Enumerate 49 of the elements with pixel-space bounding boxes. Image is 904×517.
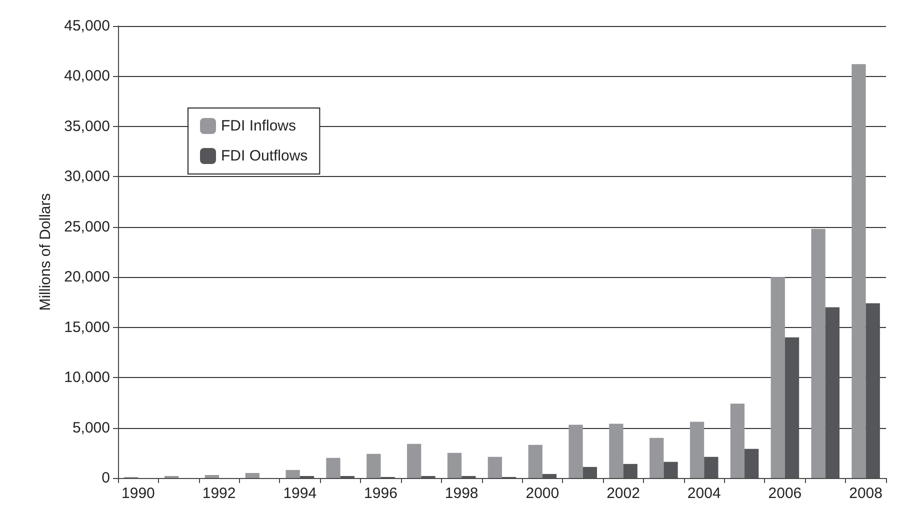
bar [852,64,866,478]
bar [704,456,718,478]
bar [664,462,678,478]
legend-label: FDI Inflows [221,118,296,134]
y-tick-label: 15,000 [64,318,110,336]
bar [609,424,624,478]
y-tick-label: 30,000 [64,168,110,186]
bar [407,444,422,478]
bar [204,474,220,478]
bar [623,464,638,478]
bar [730,404,745,478]
x-tick-label: 1990 [122,485,155,502]
x-tick-label: 2002 [606,485,640,502]
y-tick-label: 40,000 [64,68,110,85]
bar [488,456,502,478]
x-tick-label: 2000 [526,485,560,502]
bar [528,444,542,478]
bar [744,448,759,478]
y-tick-label: 25,000 [64,218,110,236]
y-tick-label: 5,000 [72,419,110,436]
bar [690,422,704,478]
bar [784,337,800,478]
bar [447,452,462,478]
bar [770,277,785,478]
x-tick-label: 1994 [283,485,317,502]
y-tick-label: 10,000 [64,369,110,386]
y-tick-label: 20,000 [64,268,110,286]
bar [366,454,381,478]
bar [568,424,583,478]
y-tick-label: 35,000 [64,118,110,135]
x-tick-label: 2008 [849,485,882,502]
bar [866,303,880,478]
x-tick-label: 1996 [364,485,398,502]
bar [582,466,597,478]
y-tick-label: 0 [102,470,110,486]
x-tick-label: 1992 [202,485,236,502]
x-tick-label: 2004 [687,485,721,502]
bar [286,470,300,478]
bar [811,228,826,478]
y-tick-label: 45,000 [64,18,110,34]
x-tick-label: 1998 [444,485,478,502]
y-axis-title: Millions of Dollars [37,193,54,311]
bar [542,474,557,478]
bar [650,438,664,478]
bar [245,472,260,478]
legend-label: FDI Outflows [221,148,308,164]
bar [326,458,340,478]
x-tick-label: 2006 [768,485,802,502]
bar [825,307,840,478]
